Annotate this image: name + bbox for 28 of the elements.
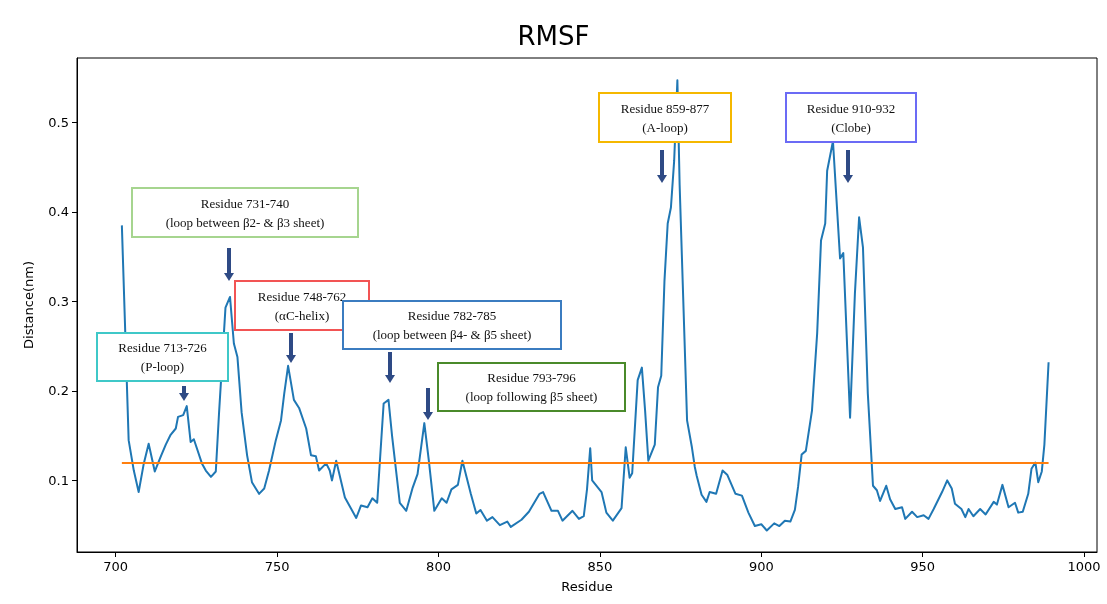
y-tick-label: 0.4 xyxy=(48,204,69,220)
x-tick-label: 1000 xyxy=(1067,559,1101,574)
y-tick-label: 0.1 xyxy=(48,472,69,488)
annotation: Residue 793-796 (loop following β5 sheet) xyxy=(465,369,598,406)
x-tick-label: 900 xyxy=(748,559,774,574)
label-box: Residue 713-726 (P-loop) xyxy=(96,332,229,382)
x-tick-label: 700 xyxy=(103,559,129,574)
x-tick-label: 850 xyxy=(587,559,613,574)
x-tick-label: 950 xyxy=(910,559,936,574)
line-series xyxy=(120,79,1050,532)
y-tick-label: 0.3 xyxy=(48,293,69,309)
x-axis-title: Residue xyxy=(561,579,613,594)
annotation: Residue 731-740 (loop between β2- & β3 sheet) xyxy=(165,194,325,232)
label-box: Residue 859-877 (A-loop) xyxy=(598,92,732,143)
label-box: Residue 731-740 (loop between β2- & β3 sheet) xyxy=(131,187,359,238)
y-axis-title: Distance(nm) xyxy=(21,261,36,349)
annotation: Residue 910-932 (Clobe) xyxy=(806,99,896,137)
chart-title: RMSF xyxy=(517,21,590,51)
annotation: Residue 713-726 (P-loop) xyxy=(118,339,207,376)
annotation: Residue 859-877 (A-loop) xyxy=(620,99,710,137)
y-tick-label: 0.2 xyxy=(48,383,69,399)
label-box: Residue 910-932 (Clobe) xyxy=(785,92,917,143)
x-tick-label: 800 xyxy=(426,559,451,574)
label-box: Residue 782-785 (loop between β4- & β5 sheet) xyxy=(342,300,562,350)
annotation: Residue 782-785 (loop between β4- & β5 sheet) xyxy=(372,307,532,344)
label-box: Residue 793-796 (loop following β5 sheet) xyxy=(437,362,626,412)
y-tick-label: 0.5 xyxy=(48,114,69,130)
x-tick-label: 750 xyxy=(264,559,290,574)
